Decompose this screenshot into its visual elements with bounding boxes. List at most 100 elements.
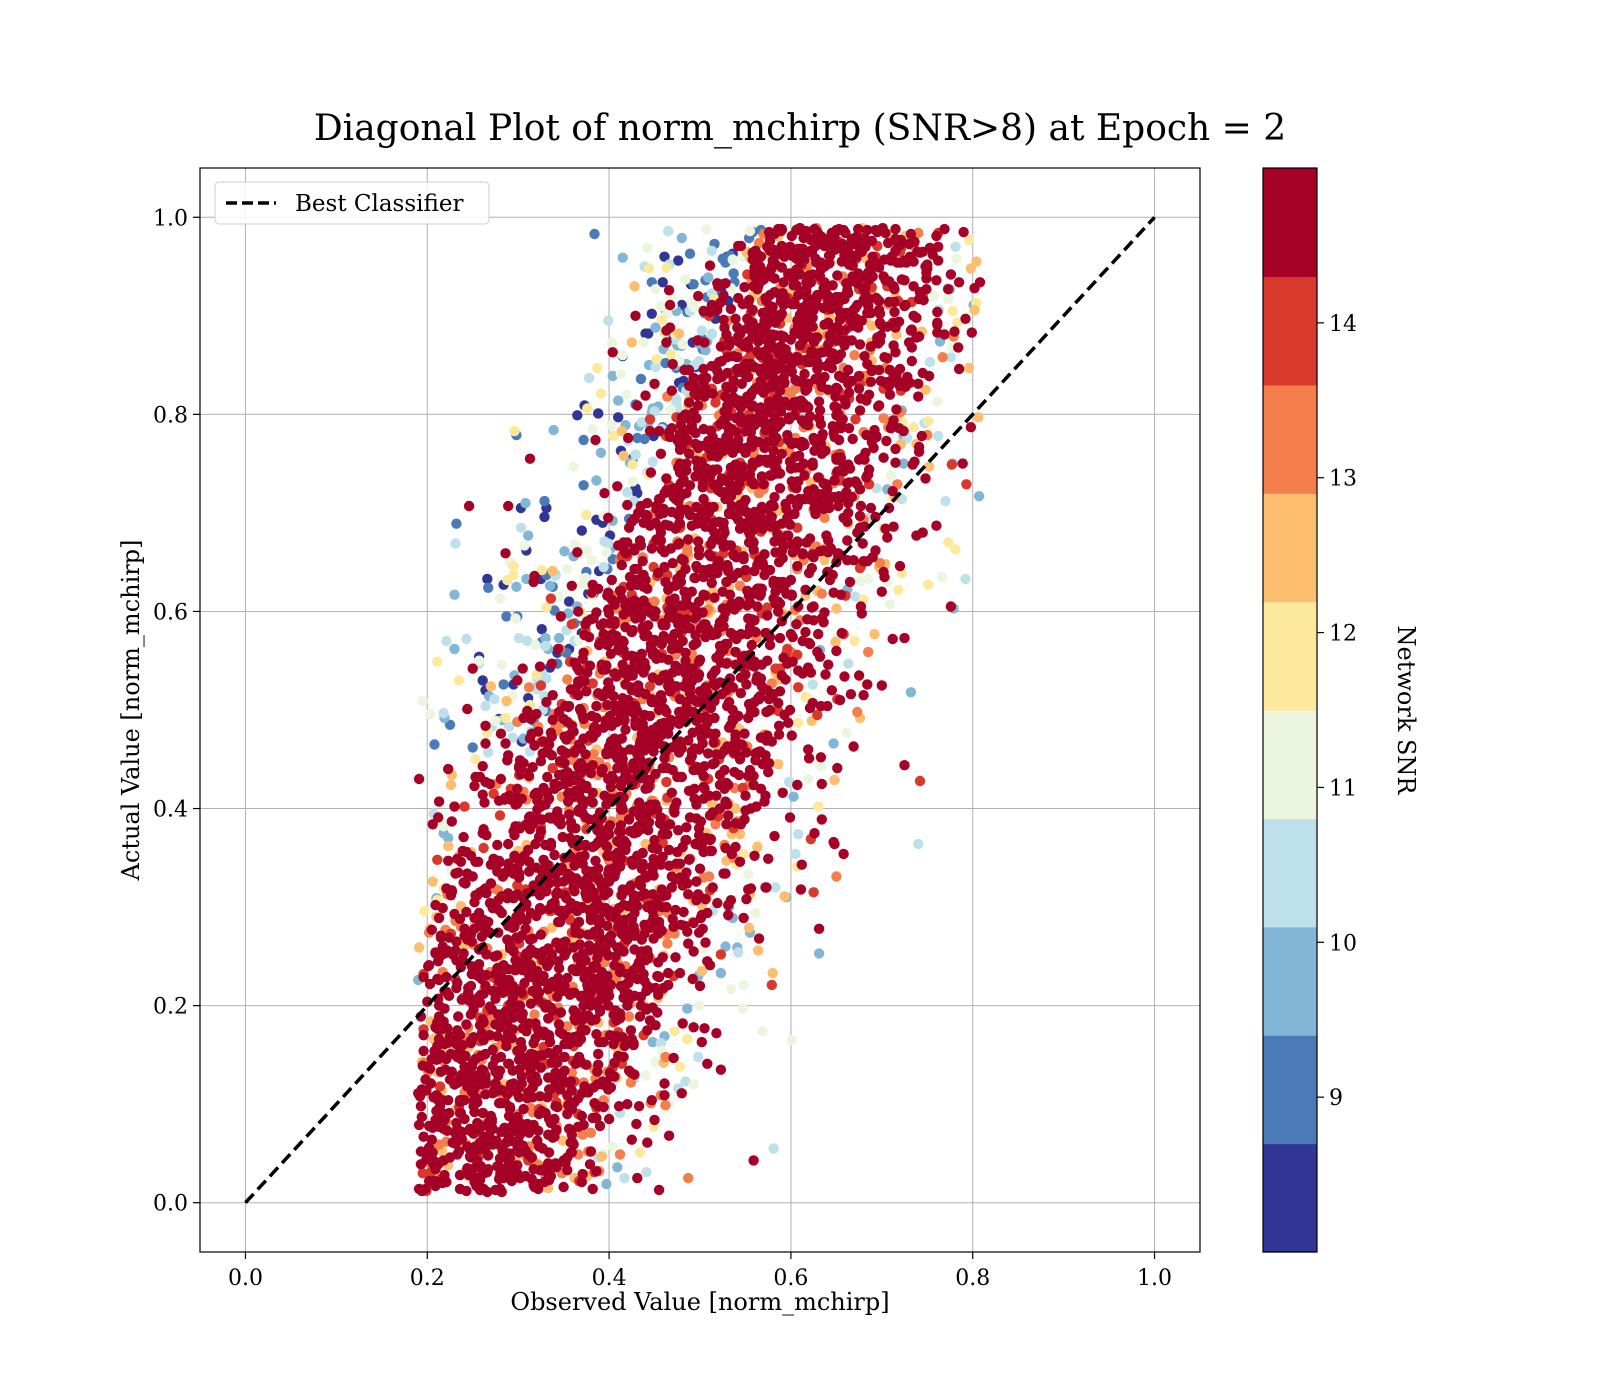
scatter-point [769, 273, 780, 284]
scatter-point [748, 537, 759, 548]
scatter-point [663, 225, 674, 237]
scatter-point [846, 491, 857, 503]
scatter-point [783, 717, 794, 728]
scatter-point [534, 890, 546, 901]
scatter-point [484, 1001, 496, 1012]
scatter-point [737, 782, 748, 794]
scatter-point [622, 1000, 633, 1011]
scatter-point [563, 1123, 575, 1135]
scatter-point [909, 456, 920, 467]
scatter-point [626, 337, 637, 348]
scatter-point [681, 488, 692, 499]
scatter-point [722, 367, 733, 379]
scatter-point [603, 587, 614, 598]
scatter-point [669, 807, 680, 818]
scatter-point [709, 758, 720, 769]
scatter-point [663, 844, 675, 856]
scatter-point [735, 402, 747, 413]
scatter-point [872, 332, 883, 343]
scatter-point [774, 483, 786, 494]
scatter-point [589, 721, 600, 732]
scatter-point [672, 846, 683, 858]
scatter-point [527, 762, 538, 773]
scatter-point [472, 1070, 483, 1081]
scatter-point [704, 810, 716, 821]
scatter-point [648, 933, 659, 944]
scatter-point [949, 326, 960, 337]
scatter-point [747, 304, 758, 316]
scatter-point [917, 527, 928, 538]
scatter-point [494, 593, 506, 604]
scatter-point [431, 1054, 442, 1066]
scatter-point [633, 507, 644, 519]
scatter-point [793, 665, 804, 676]
scatter-point [969, 304, 980, 316]
scatter-point [883, 276, 895, 287]
scatter-point [661, 262, 672, 273]
scatter-point [676, 232, 687, 244]
scatter-point [806, 494, 817, 506]
scatter-point [820, 669, 831, 680]
scatter-point [517, 663, 528, 674]
scatter-point [726, 500, 737, 512]
scatter-point [423, 960, 435, 971]
scatter-point [716, 355, 727, 367]
scatter-point [702, 717, 713, 728]
scatter-point [890, 443, 901, 455]
scatter-point [493, 1009, 504, 1020]
scatter-point [879, 352, 890, 363]
scatter-point [443, 855, 454, 866]
scatter-point [487, 1044, 498, 1056]
scatter-point [862, 358, 873, 370]
scatter-point [581, 874, 592, 885]
scatter-point [888, 415, 899, 426]
scatter-point [826, 362, 837, 374]
scatter-point [480, 883, 491, 894]
scatter-point [535, 1062, 547, 1073]
scatter-point [429, 1156, 440, 1167]
scatter-point [612, 481, 623, 492]
scatter-point [806, 270, 817, 281]
scatter-point [637, 556, 648, 567]
scatter-point [540, 799, 551, 810]
scatter-point [709, 592, 720, 603]
scatter-point [812, 646, 823, 658]
scatter-point [723, 909, 734, 921]
scatter-point [966, 327, 977, 338]
scatter-point [813, 396, 825, 407]
scatter-point [792, 375, 803, 387]
scatter-point [661, 890, 672, 901]
scatter-point [480, 1089, 491, 1100]
scatter-point [438, 1016, 449, 1027]
scatter-point [705, 522, 717, 533]
scatter-point [853, 223, 864, 235]
scatter-point [720, 868, 731, 879]
scatter-point [512, 783, 523, 794]
scatter-point [656, 314, 667, 325]
scatter-point [645, 467, 657, 478]
scatter-point [514, 856, 526, 867]
scatter-point [953, 363, 965, 375]
scatter-point [649, 406, 660, 417]
scatter-point [526, 1074, 537, 1085]
scatter-point [786, 366, 797, 378]
scatter-point [589, 1098, 600, 1109]
scatter-point [807, 679, 818, 690]
scatter-point [790, 451, 801, 462]
scatter-point [717, 253, 728, 264]
scatter-point [435, 932, 447, 943]
scatter-point [670, 904, 681, 916]
scatter-point [603, 677, 614, 688]
scatter-point [644, 681, 656, 692]
scatter-point [787, 631, 798, 643]
scatter-point [640, 689, 651, 700]
scatter-point [736, 739, 747, 750]
scatter-point [773, 288, 785, 300]
x-tick-label: 0.8 [955, 1266, 990, 1291]
scatter-point [813, 413, 825, 424]
scatter-point [647, 899, 658, 911]
scatter-point [827, 280, 838, 291]
scatter-point [617, 252, 628, 263]
scatter-point [523, 682, 535, 693]
scatter-point [553, 905, 565, 917]
